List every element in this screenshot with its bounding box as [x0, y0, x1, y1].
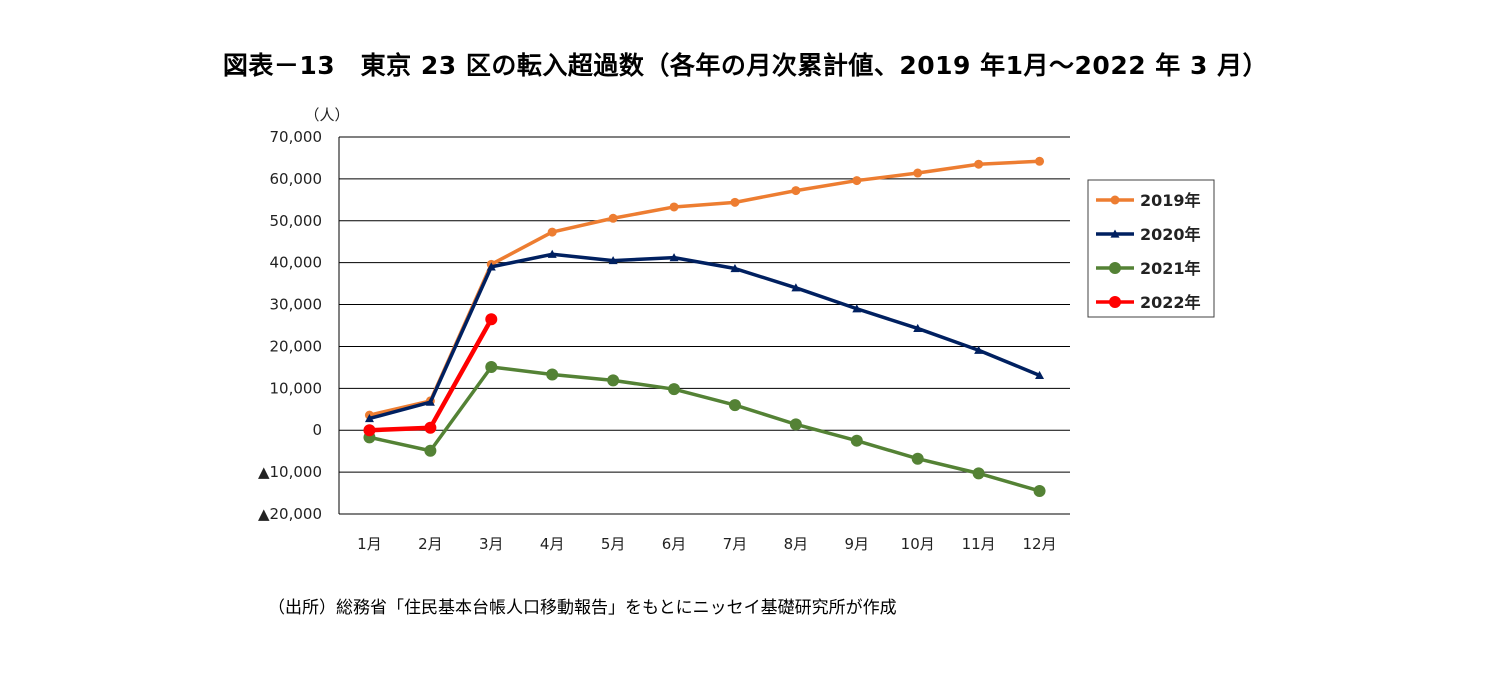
- data-point: [911, 452, 924, 465]
- source-note: （出所）総務省「住民基本台帳人口移動報告」をもとにニッセイ基礎研究所が作成: [268, 598, 897, 618]
- x-tick-label: 8月: [784, 535, 809, 553]
- data-point: [913, 323, 923, 333]
- data-point: [607, 374, 620, 387]
- y-axis-unit-label: （人）: [304, 106, 349, 124]
- data-point: [852, 176, 862, 186]
- x-tick-label: 4月: [540, 535, 565, 553]
- data-point: [668, 383, 681, 396]
- data-point: [1110, 195, 1120, 205]
- x-tick-label: 3月: [479, 535, 504, 553]
- data-point: [791, 283, 801, 292]
- legend-box: [1087, 179, 1215, 318]
- data-point: [547, 227, 557, 237]
- y-tick-label: 50,000: [270, 212, 323, 230]
- data-point: [728, 399, 741, 412]
- y-tick-labels: 70,000 60,000 50,000 40,000 30,000 20,000 10,0…: [258, 128, 322, 523]
- data-point: [852, 304, 862, 313]
- chart-title: 図表－13 東京 23 区の転入超過数（各年の月次累計値、2019 年1月～20…: [222, 51, 1269, 80]
- legend-label: 2021年: [1140, 259, 1201, 278]
- data-point: [547, 249, 557, 258]
- data-point: [1035, 370, 1045, 379]
- data-point: [424, 421, 437, 434]
- y-tick-label: ▲20,000: [258, 505, 322, 523]
- legend-label: 2022年: [1140, 293, 1201, 312]
- y-tick-label: 40,000: [270, 254, 323, 272]
- line-chart: （人） 70,000 60,000 50,000 40,000 30,000 20,000…: [258, 106, 1215, 553]
- x-tick-label: 2月: [418, 535, 443, 553]
- data-point: [730, 264, 740, 273]
- data-point: [1110, 229, 1120, 238]
- series-2: [363, 360, 1046, 497]
- y-tick-label: 20,000: [270, 337, 323, 355]
- x-tick-label: 12月: [1022, 535, 1056, 553]
- data-point: [974, 345, 984, 354]
- data-point: [669, 202, 679, 212]
- data-point: [485, 360, 498, 373]
- x-tick-label: 9月: [845, 535, 870, 553]
- data-point: [608, 213, 618, 223]
- legend: 2019年 2020年 2021年 2022年: [1087, 179, 1215, 318]
- data-point: [972, 467, 985, 480]
- data-point: [424, 444, 437, 457]
- data-point: [1109, 262, 1121, 274]
- data-point: [789, 418, 802, 431]
- data-point: [1035, 156, 1045, 166]
- data-point: [1109, 296, 1121, 308]
- y-tick-label: 60,000: [270, 170, 323, 188]
- x-tick-label: 6月: [662, 535, 687, 553]
- data-point: [669, 253, 679, 262]
- y-tick-label: 0: [312, 421, 322, 439]
- data-point: [913, 168, 923, 178]
- data-point: [974, 159, 984, 169]
- series-1: [364, 249, 1045, 423]
- x-tick-label: 5月: [601, 535, 626, 553]
- series-line: [369, 159, 1040, 417]
- grid-lines: [338, 136, 1070, 515]
- data-point: [486, 262, 496, 271]
- x-tick-label: 1月: [357, 535, 382, 553]
- x-tick-labels: 1月 2月 3月 4月 5月 6月 7月 8月 9月 10月 11月 12月: [357, 535, 1056, 553]
- y-tick-label: 70,000: [270, 128, 323, 146]
- data-point: [485, 313, 498, 326]
- data-point: [425, 397, 435, 406]
- data-point: [546, 368, 559, 381]
- data-point: [730, 197, 740, 207]
- data-point: [363, 424, 376, 437]
- legend-label: 2019年: [1140, 191, 1201, 210]
- data-point: [791, 186, 801, 196]
- y-tick-label: ▲10,000: [258, 463, 322, 481]
- x-tick-label: 10月: [901, 535, 935, 553]
- x-tick-label: 11月: [962, 535, 996, 553]
- x-tick-label: 7月: [723, 535, 748, 553]
- legend-label: 2020年: [1140, 225, 1201, 244]
- data-point: [608, 256, 618, 265]
- series-line: [369, 365, 1041, 493]
- series-line: [369, 252, 1041, 421]
- data-point: [1033, 484, 1046, 497]
- series-0: [364, 156, 1045, 420]
- data-point: [850, 434, 863, 447]
- series-3: [363, 313, 498, 437]
- y-tick-label: 10,000: [270, 379, 323, 397]
- y-tick-label: 30,000: [270, 296, 323, 314]
- series-group: [363, 156, 1046, 497]
- data-point: [364, 413, 374, 423]
